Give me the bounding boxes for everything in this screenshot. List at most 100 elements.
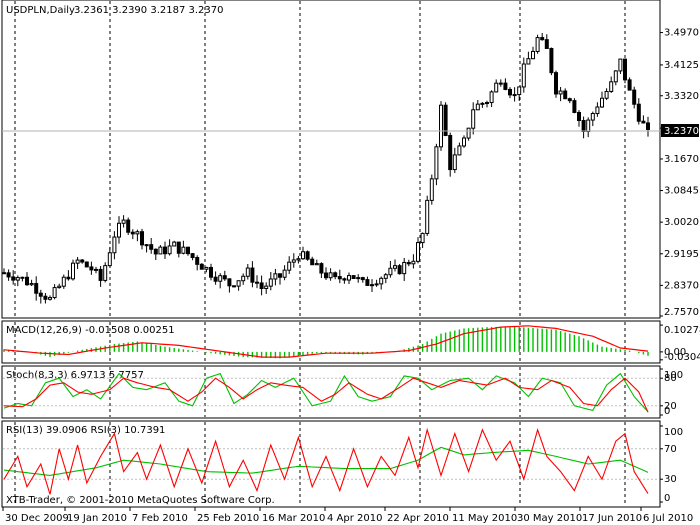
candle [549,47,554,76]
candle [227,278,232,293]
stoch-axis-tick-label: 20 [664,401,677,412]
candle [126,217,131,235]
candle [411,254,416,269]
candle [190,253,195,261]
rsi-panel-frame [1,420,661,508]
candle [379,276,384,290]
candle [485,100,489,108]
candle [429,174,434,205]
candle [402,257,407,282]
candle [15,275,20,287]
time-tick-label: 4 Apr 2010 [327,513,382,524]
candle [43,293,48,304]
candle [613,70,618,86]
time-tick-label: 16 Mar 2010 [262,513,325,524]
time-tick-label: 6 Jul 2010 [643,513,693,524]
rsi-axis: 100 70 30 0 [660,425,683,504]
candle [153,248,158,260]
ohlc-values-label: 3.2361 3.2390 3.2187 3.2370 [74,5,224,16]
candle [38,289,43,304]
stoch-axis-tick-label: 0 [664,406,670,417]
time-tick-label: 30 Dec 2009 [5,513,69,524]
candle [204,266,209,273]
macd-axis-tick-label: 0.10278 [664,325,700,336]
macd-axis: 0.10278 0.00-0.03049 [660,324,700,363]
candle [296,255,301,264]
candle [84,261,89,268]
rsi-axis-tick-label: 70 [664,444,677,455]
candle [158,245,163,255]
current-price-tag-bg [661,124,699,137]
candle [144,243,149,253]
candle [462,135,466,148]
candle [2,268,6,275]
candle [471,102,476,135]
candle [535,34,540,54]
candle [448,132,453,177]
candle [554,70,558,98]
candle [609,76,614,93]
price-axis-tick-label: 2.8370 [664,280,699,291]
candle [351,275,356,279]
time-tick-label: 7 Feb 2010 [132,513,188,524]
candle [172,240,177,247]
macd-grid [14,322,626,362]
rsi-axis-tick-label: 0 [664,493,670,504]
stoch-lines [3,372,649,413]
candle [347,272,351,284]
candle [29,279,34,287]
rsi-axis-tick-label: 30 [664,474,677,485]
copyright-watermark: XTB-Trader, © 2001-2010 MetaQuotes Softw… [6,495,275,506]
rsi-lines [3,427,649,495]
candle [287,256,292,275]
candle [452,147,457,174]
candle [540,33,545,41]
vertical-grid-lines [14,1,626,317]
candle [52,284,57,300]
candle [494,79,499,93]
candle [209,263,213,281]
candle [163,241,167,260]
candle [544,34,549,49]
candle [282,265,287,281]
candle [186,246,190,256]
candle [89,261,94,275]
symbol-timeframe-label: USDPLN,Daily [6,5,75,16]
candle [383,272,388,284]
candle [466,127,471,141]
candle [531,46,535,60]
candle [314,259,319,266]
candle [420,232,425,249]
candle [572,98,577,114]
candle [406,259,411,267]
candle [25,272,29,286]
candle [328,268,333,281]
candle [370,279,374,292]
candle [195,255,200,271]
candle [232,285,236,288]
candle [393,259,397,272]
candle [374,279,379,287]
candle [149,237,154,254]
candle [20,276,25,282]
candle [595,102,600,117]
candle [604,88,609,100]
candle [236,280,241,291]
candle [337,269,342,284]
macd-signal-line [3,325,649,358]
candle [94,266,98,274]
candle [213,271,218,285]
price-axis-tick-label: 3.4125 [664,60,699,71]
candle [489,90,494,108]
rsi-indicator-label: RSI(13) 39.0906 RSI(3) 10.7391 [6,425,165,436]
candle [11,270,16,285]
candle [521,57,526,93]
price-axis-tick-label: 3.0845 [664,186,699,197]
candle [517,86,522,102]
candle [365,276,370,286]
stoch-grid [3,367,659,417]
candle [273,268,278,286]
